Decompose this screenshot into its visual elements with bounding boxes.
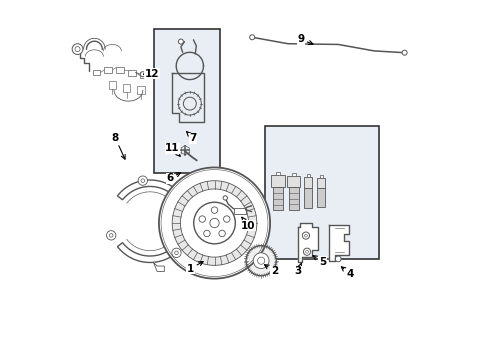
Bar <box>318 188 325 207</box>
Bar <box>276 172 280 175</box>
Bar <box>234 208 246 214</box>
Bar <box>318 178 325 188</box>
Circle shape <box>72 44 83 54</box>
Circle shape <box>304 234 307 237</box>
Circle shape <box>178 92 201 115</box>
Text: 1: 1 <box>187 262 203 274</box>
Circle shape <box>109 234 113 237</box>
Circle shape <box>106 231 116 240</box>
Polygon shape <box>172 73 204 122</box>
Text: 3: 3 <box>294 263 302 276</box>
Bar <box>289 188 299 210</box>
Polygon shape <box>176 52 203 80</box>
Bar <box>292 173 296 176</box>
Polygon shape <box>118 180 191 262</box>
Circle shape <box>183 97 196 110</box>
Circle shape <box>223 216 230 222</box>
Circle shape <box>335 256 341 262</box>
Circle shape <box>306 250 309 253</box>
Bar <box>109 81 116 89</box>
Circle shape <box>172 181 257 265</box>
Circle shape <box>204 230 210 237</box>
Circle shape <box>219 230 225 237</box>
Circle shape <box>180 189 248 257</box>
Circle shape <box>210 219 219 228</box>
Bar <box>287 176 300 188</box>
Polygon shape <box>153 262 164 271</box>
Bar <box>307 175 310 177</box>
Bar <box>128 70 136 76</box>
Bar <box>272 187 283 211</box>
Text: 6: 6 <box>166 173 180 183</box>
Polygon shape <box>329 225 349 261</box>
Circle shape <box>75 46 80 51</box>
Bar <box>185 203 194 211</box>
Circle shape <box>211 207 218 213</box>
Bar <box>104 67 112 73</box>
Text: 8: 8 <box>112 133 125 159</box>
Circle shape <box>141 179 145 183</box>
Circle shape <box>246 246 276 276</box>
Text: 2: 2 <box>265 265 278 276</box>
Text: 11: 11 <box>165 143 180 156</box>
Bar <box>137 86 145 94</box>
Bar <box>93 69 100 75</box>
Bar <box>153 30 220 173</box>
Circle shape <box>199 216 205 222</box>
Circle shape <box>402 50 407 55</box>
Circle shape <box>138 176 147 185</box>
Bar <box>265 126 379 259</box>
Bar <box>320 175 323 178</box>
Bar <box>140 72 148 78</box>
Text: 7: 7 <box>187 132 196 143</box>
Text: 9: 9 <box>297 35 313 45</box>
Text: 12: 12 <box>144 69 159 79</box>
Text: 5: 5 <box>313 256 326 267</box>
Circle shape <box>253 253 269 269</box>
Bar <box>123 84 130 92</box>
Circle shape <box>178 39 183 44</box>
Bar <box>304 177 312 188</box>
Text: 4: 4 <box>342 267 354 279</box>
Bar <box>271 175 285 187</box>
Polygon shape <box>298 223 318 262</box>
Circle shape <box>302 232 310 239</box>
Circle shape <box>159 167 270 279</box>
Circle shape <box>194 202 235 244</box>
Circle shape <box>223 196 227 200</box>
Circle shape <box>250 35 255 40</box>
Circle shape <box>258 257 265 264</box>
Text: 10: 10 <box>241 217 255 230</box>
Circle shape <box>140 72 146 77</box>
Circle shape <box>174 251 178 255</box>
Circle shape <box>303 248 311 255</box>
Circle shape <box>172 248 181 257</box>
Bar <box>304 188 312 208</box>
Bar <box>116 67 124 73</box>
